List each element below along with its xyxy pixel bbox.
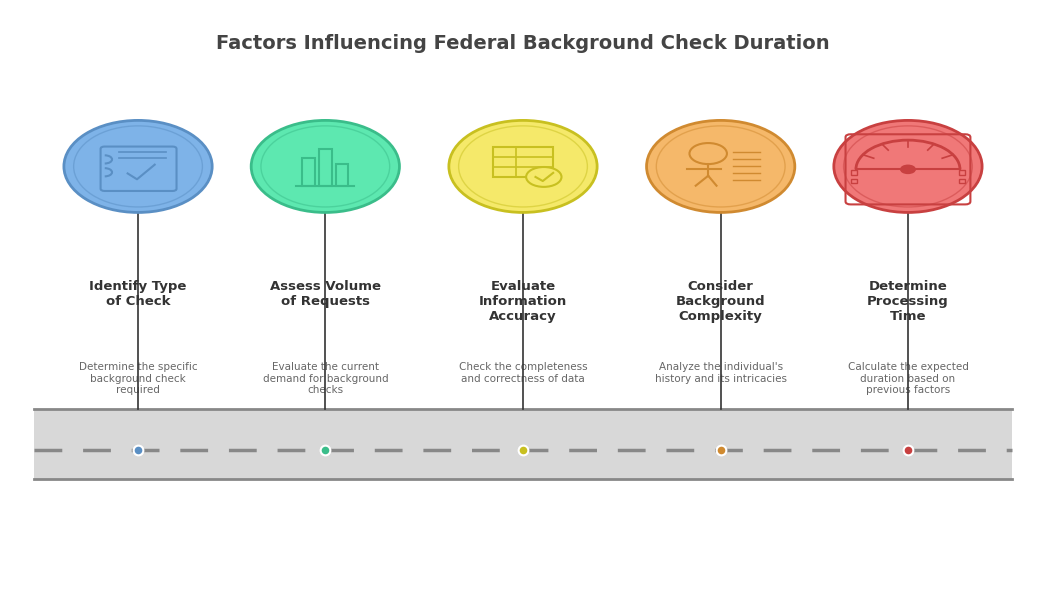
Text: Evaluate the current
demand for background
checks: Evaluate the current demand for backgrou… bbox=[263, 362, 388, 395]
Bar bbox=[302, 158, 315, 186]
Text: Factors Influencing Federal Background Check Duration: Factors Influencing Federal Background C… bbox=[217, 34, 829, 53]
Circle shape bbox=[526, 167, 562, 187]
Text: Determine the specific
background check
required: Determine the specific background check … bbox=[78, 362, 198, 395]
Ellipse shape bbox=[251, 120, 400, 212]
Text: Consider
Background
Complexity: Consider Background Complexity bbox=[676, 280, 766, 323]
Bar bbox=[959, 179, 965, 183]
Text: Identify Type
of Check: Identify Type of Check bbox=[89, 280, 187, 309]
Text: Check the completeness
and correctness of data: Check the completeness and correctness o… bbox=[459, 362, 587, 384]
Ellipse shape bbox=[64, 120, 212, 212]
Bar bbox=[336, 163, 348, 186]
Text: Determine
Processing
Time: Determine Processing Time bbox=[867, 280, 949, 323]
Ellipse shape bbox=[449, 120, 597, 212]
Ellipse shape bbox=[834, 120, 982, 212]
Text: Calculate the expected
duration based on
previous factors: Calculate the expected duration based on… bbox=[847, 362, 969, 395]
Text: Analyze the individual's
history and its intricacies: Analyze the individual's history and its… bbox=[655, 362, 787, 384]
Text: Assess Volume
of Requests: Assess Volume of Requests bbox=[270, 280, 381, 309]
Bar bbox=[850, 170, 857, 175]
Bar bbox=[319, 149, 332, 186]
FancyBboxPatch shape bbox=[33, 409, 1013, 479]
Ellipse shape bbox=[646, 120, 795, 212]
Circle shape bbox=[901, 165, 915, 173]
Bar bbox=[850, 179, 857, 183]
Text: Evaluate
Information
Accuracy: Evaluate Information Accuracy bbox=[479, 280, 567, 323]
Bar bbox=[959, 170, 965, 175]
